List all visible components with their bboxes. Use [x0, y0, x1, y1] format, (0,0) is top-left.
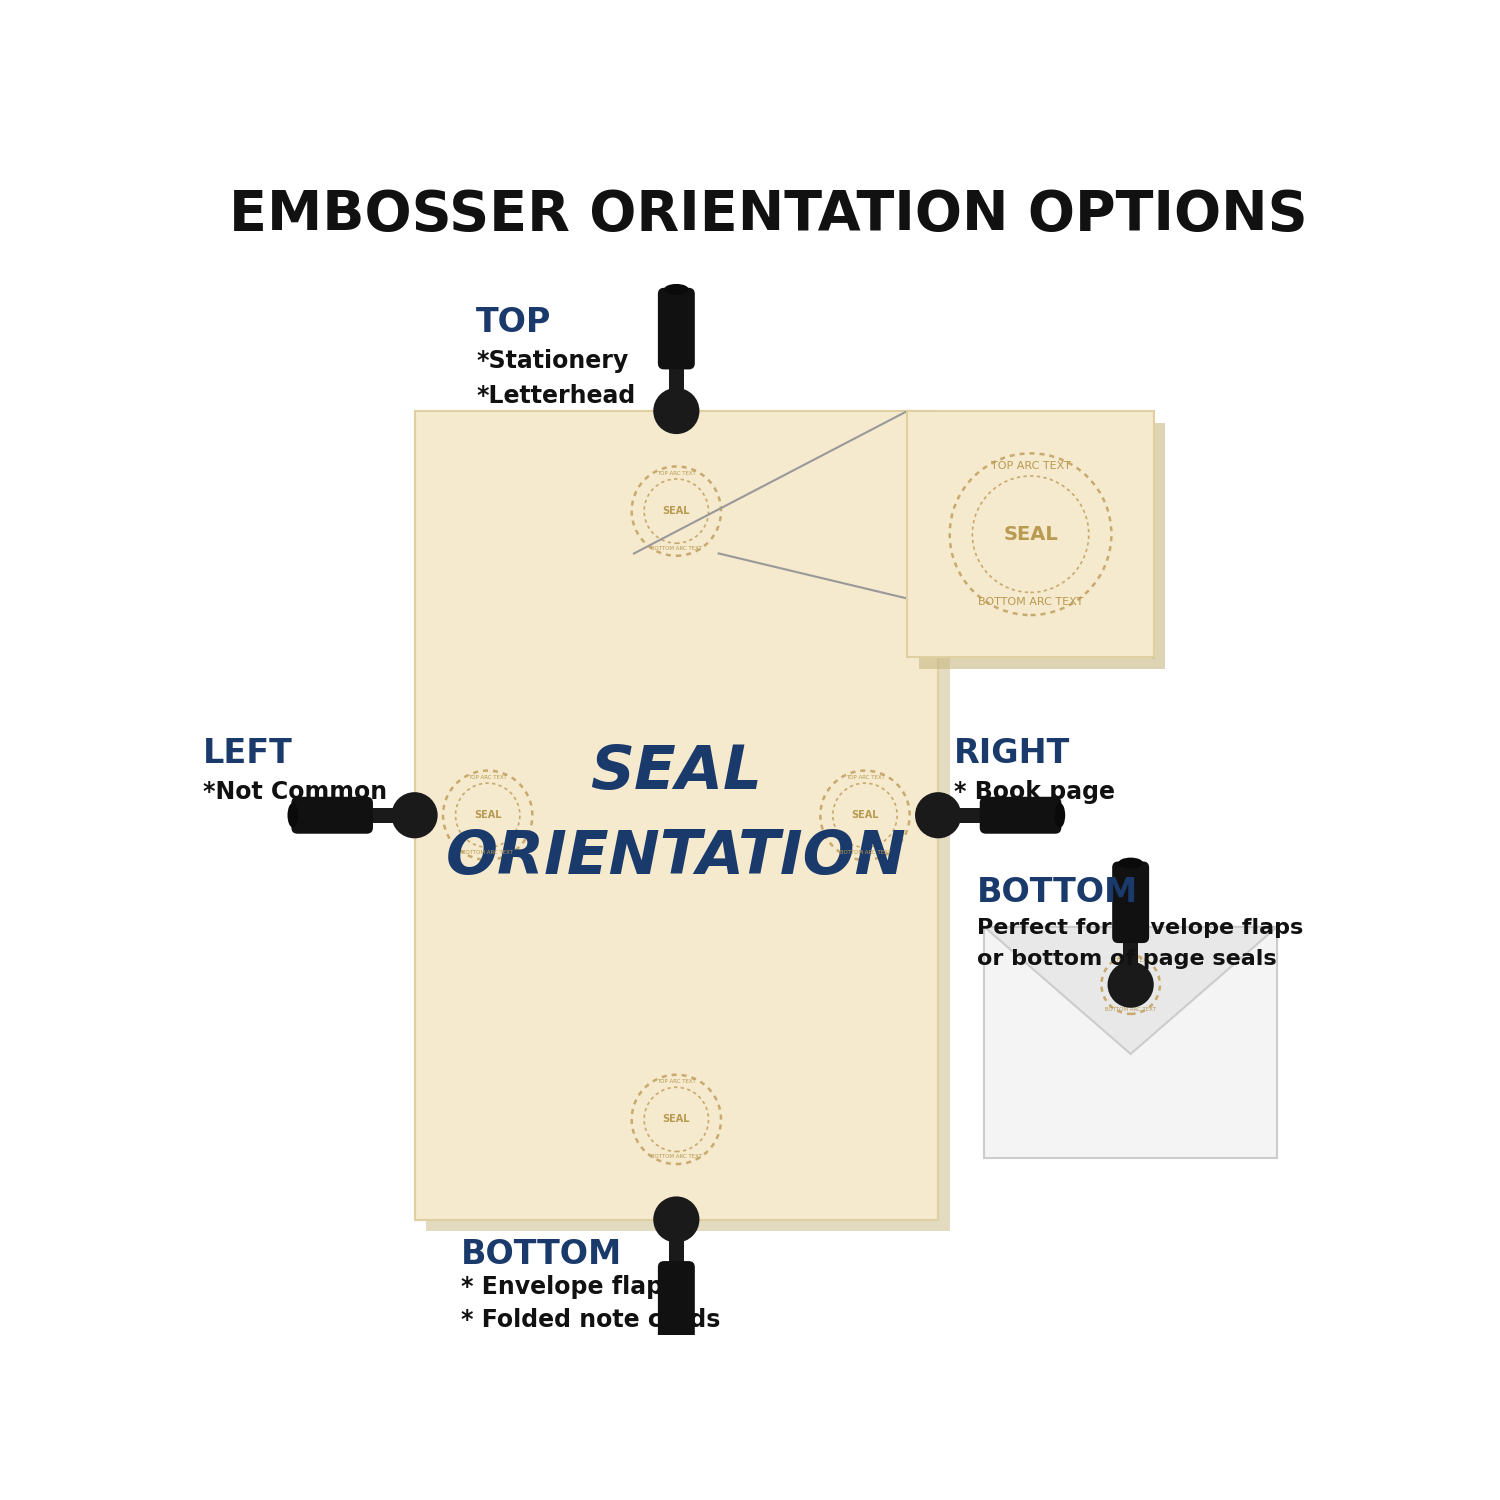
Text: *Stationery: *Stationery [476, 350, 628, 374]
FancyBboxPatch shape [658, 1262, 694, 1342]
Circle shape [833, 783, 897, 847]
Bar [920, 423, 1166, 669]
Text: EMBOSSER ORIENTATION OPTIONS: EMBOSSER ORIENTATION OPTIONS [230, 188, 1308, 242]
Ellipse shape [1122, 933, 1138, 942]
Circle shape [1110, 963, 1152, 1005]
Bar [908, 411, 1154, 657]
Bar [368, 807, 398, 824]
Ellipse shape [664, 284, 688, 294]
Text: BOTTOM ARC TEXT: BOTTOM ARC TEXT [462, 850, 513, 855]
Ellipse shape [668, 358, 686, 368]
FancyBboxPatch shape [980, 796, 1062, 834]
Circle shape [915, 792, 962, 838]
Bar [414, 411, 938, 1220]
Circle shape [652, 388, 699, 433]
Ellipse shape [288, 802, 298, 828]
Circle shape [1107, 962, 1154, 1008]
Text: RIGHT: RIGHT [954, 736, 1070, 770]
Ellipse shape [981, 807, 990, 824]
Ellipse shape [668, 1263, 686, 1272]
Ellipse shape [1054, 802, 1065, 828]
Text: TOP ARC TEXT: TOP ARC TEXT [990, 462, 1071, 471]
Bar [426, 423, 950, 1231]
Text: TOP ARC TEXT: TOP ARC TEXT [846, 776, 885, 780]
Circle shape [644, 1088, 708, 1152]
Text: *Not Common: *Not Common [202, 780, 387, 804]
Text: SEAL: SEAL [474, 810, 501, 820]
Text: *Letterhead: *Letterhead [476, 384, 636, 408]
FancyBboxPatch shape [658, 288, 694, 369]
Circle shape [456, 783, 520, 847]
FancyBboxPatch shape [1112, 861, 1149, 944]
Bar [669, 1236, 684, 1268]
Bar [984, 927, 1276, 1158]
Bar [956, 807, 986, 824]
Text: BOTTOM ARC TEXT: BOTTOM ARC TEXT [978, 597, 1083, 608]
Text: BOTTOM ARC TEXT: BOTTOM ARC TEXT [651, 1155, 702, 1160]
Text: * Folded note cards: * Folded note cards [460, 1308, 720, 1332]
Text: BOTTOM ARC TEXT: BOTTOM ARC TEXT [840, 850, 891, 855]
Text: TOP ARC TEXT: TOP ARC TEXT [657, 471, 696, 476]
Text: TOP ARC TEXT: TOP ARC TEXT [1112, 957, 1150, 963]
Ellipse shape [362, 807, 372, 824]
Text: * Book page: * Book page [954, 780, 1114, 804]
Ellipse shape [664, 1336, 688, 1347]
Ellipse shape [1119, 858, 1143, 868]
Circle shape [392, 792, 438, 838]
Text: Perfect for envelope flaps: Perfect for envelope flaps [976, 918, 1304, 939]
Polygon shape [984, 927, 1276, 1054]
Text: TOP ARC TEXT: TOP ARC TEXT [657, 1080, 696, 1084]
Text: BOTTOM: BOTTOM [976, 876, 1138, 909]
Text: BOTTOM ARC TEXT: BOTTOM ARC TEXT [651, 546, 702, 550]
FancyBboxPatch shape [291, 796, 374, 834]
Text: TOP ARC TEXT: TOP ARC TEXT [468, 776, 507, 780]
Circle shape [972, 476, 1089, 592]
Text: SEAL: SEAL [591, 744, 762, 802]
Text: TOP: TOP [476, 306, 552, 339]
Text: SEAL: SEAL [663, 506, 690, 516]
Text: * Envelope flaps: * Envelope flaps [460, 1275, 676, 1299]
Bar [1124, 938, 1138, 968]
Text: SEAL: SEAL [663, 1114, 690, 1125]
Text: SEAL: SEAL [1118, 980, 1144, 990]
Circle shape [644, 478, 708, 543]
Circle shape [652, 1197, 699, 1242]
Text: BOTTOM: BOTTOM [460, 1238, 622, 1270]
Text: SEAL: SEAL [852, 810, 879, 820]
Bar [669, 363, 684, 394]
Text: BOTTOM ARC TEXT: BOTTOM ARC TEXT [1106, 1007, 1156, 1011]
Text: LEFT: LEFT [202, 736, 292, 770]
Text: or bottom of page seals: or bottom of page seals [976, 950, 1276, 969]
Text: SEAL: SEAL [1004, 525, 1058, 543]
Text: ORIENTATION: ORIENTATION [446, 828, 906, 886]
